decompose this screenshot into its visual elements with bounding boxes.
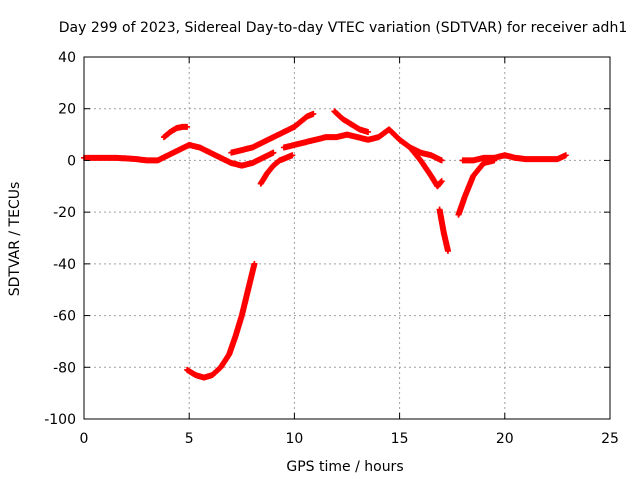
x-tick-label: 15 (391, 431, 409, 447)
x-tick-label: 25 (601, 431, 619, 447)
y-tick-label: -100 (44, 412, 76, 428)
chart-title: Day 299 of 2023, Sidereal Day-to-day VTE… (59, 20, 627, 36)
grid-lines (84, 57, 610, 419)
y-tick-label: 20 (58, 102, 76, 118)
series-short-arc-3 (291, 110, 317, 130)
data-point (310, 110, 317, 117)
data-point (251, 260, 258, 267)
series-rising-arc (257, 152, 296, 187)
plot-frame (83, 56, 611, 420)
data-point (438, 178, 445, 185)
series-tail (459, 152, 569, 164)
data-point (562, 152, 569, 159)
data-point (438, 157, 445, 164)
series-short-arc-4 (331, 108, 372, 135)
y-axis-label: SDTVAR / TECUs (7, 182, 23, 297)
x-tick-label: 5 (185, 431, 194, 447)
y-tick-label: -80 (53, 360, 76, 376)
y-tick-label: -20 (53, 205, 76, 221)
y-tick-label: 0 (67, 153, 76, 169)
x-tick-label: 0 (80, 431, 89, 447)
series-deep-dip (184, 260, 258, 381)
x-tick-label: 20 (496, 431, 514, 447)
data-point (365, 128, 372, 135)
data-point (184, 123, 191, 130)
y-tick-label: 40 (58, 50, 76, 66)
x-axis-label: GPS time / hours (286, 459, 403, 475)
axis-ticks: 0 5 10 15 20 25 -100 -80 -60 -40 -20 0 20 40 (44, 50, 619, 447)
data-point (289, 152, 296, 159)
series-drop-18 (455, 157, 498, 218)
series-main-trace (81, 141, 277, 169)
y-tick-label: -60 (53, 309, 76, 325)
series-short-arc-2 (228, 123, 298, 156)
series-dip-16-17 (407, 144, 445, 190)
series-upper-band (280, 126, 445, 164)
x-tick-label: 10 (285, 431, 303, 447)
y-tick-label: -40 (53, 257, 76, 273)
data-point (270, 149, 277, 156)
series-drop-17 (436, 206, 451, 254)
data-points (81, 108, 569, 381)
series-short-arc-1 (160, 123, 191, 141)
data-point (444, 247, 451, 254)
